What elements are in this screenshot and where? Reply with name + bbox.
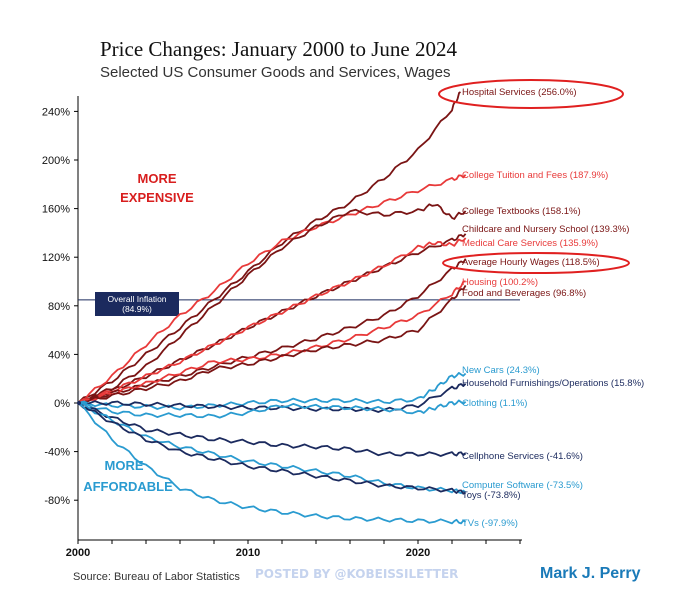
y-ticks: 240% 200% 160% 120% 80% 40% 0% -40% -80% [42, 106, 78, 507]
series-label: Cellphone Services (-41.6%) [462, 451, 583, 462]
series-label: College Textbooks (158.1%) [462, 206, 581, 217]
series-line [77, 372, 467, 411]
series-label: Food and Beverages (96.8%) [462, 288, 586, 299]
origin-point [77, 401, 81, 405]
series-line [77, 402, 467, 525]
series-label: Hospital Services (256.0%) [462, 87, 577, 98]
series-line [77, 233, 467, 404]
series-label: Household Furnishings/Operations (15.8%) [462, 378, 644, 389]
series-label: New Cars (24.3%) [462, 365, 540, 376]
series-label: Housing (100.2%) [462, 277, 538, 288]
more-affordable-label-line1: MORE [105, 458, 144, 473]
series-line [77, 284, 467, 405]
series-line [77, 174, 467, 404]
series-labels: Hospital Services (256.0%) College Tuitio… [462, 87, 644, 529]
inflation-label-box: Overall Inflation (84.9%) [95, 292, 179, 316]
source-note: Source: Bureau of Labor Statistics [73, 571, 240, 583]
watermark: POSTED BY @KOBEISSILETTER [255, 567, 458, 581]
y-tick-label: -40% [44, 447, 70, 459]
series-label: Computer Software (-73.5%) [462, 480, 583, 491]
highlight-ellipse-hospital [438, 79, 624, 109]
highlight-ellipse-wages [442, 252, 630, 274]
inflation-label-line1: Overall Inflation [107, 294, 166, 304]
series-label: Average Hourly Wages (118.5%) [462, 257, 600, 268]
more-affordable-label-line2: AFFORDABLE [83, 479, 173, 494]
y-tick-label: 160% [42, 204, 70, 216]
axes: 240% 200% 160% 120% 80% 40% 0% -40% -80% 2000 201… [42, 96, 522, 559]
series-label: Toys (-73.8%) [462, 490, 521, 501]
series-label: Clothing (1.1%) [462, 398, 527, 409]
series-label: Childcare and Nursery School (139.3%) [462, 224, 629, 235]
x-tick-label: 2010 [236, 547, 260, 559]
series-line [77, 91, 461, 404]
author-credit: Mark J. Perry [540, 565, 641, 582]
x-ticks: 2000 2010 2020 [66, 540, 521, 559]
y-tick-label: 240% [42, 106, 70, 118]
series-line [77, 203, 467, 404]
x-tick-label: 2020 [406, 547, 430, 559]
y-tick-label: 0% [54, 398, 70, 410]
y-tick-label: 120% [42, 252, 70, 264]
series-line [77, 258, 467, 405]
series-line [77, 280, 466, 404]
series-line [77, 383, 467, 413]
y-tick-label: 80% [48, 301, 70, 313]
x-tick-label: 2000 [66, 547, 90, 559]
series-label: College Tuition and Fees (187.9%) [462, 170, 608, 181]
inflation-box [95, 292, 179, 316]
series-lines [77, 91, 467, 525]
series-line [77, 402, 467, 457]
series-label: TVs (-97.9%) [462, 518, 518, 529]
series-label: Medical Care Services (135.9%) [462, 238, 598, 249]
y-tick-label: 200% [42, 155, 70, 167]
y-tick-label: 40% [48, 349, 70, 361]
chart-subtitle: Selected US Consumer Goods and Services,… [100, 64, 450, 81]
series-line [77, 402, 467, 495]
y-tick-label: -80% [44, 495, 70, 507]
chart-title: Price Changes: January 2000 to June 2024 [100, 37, 457, 61]
series-line [77, 399, 467, 419]
more-expensive-label-line1: MORE [138, 171, 177, 186]
more-expensive-label-line2: EXPENSIVE [120, 190, 194, 205]
series-line [77, 402, 466, 495]
series-line [77, 237, 467, 404]
inflation-label-line2: (84.9%) [122, 304, 152, 314]
